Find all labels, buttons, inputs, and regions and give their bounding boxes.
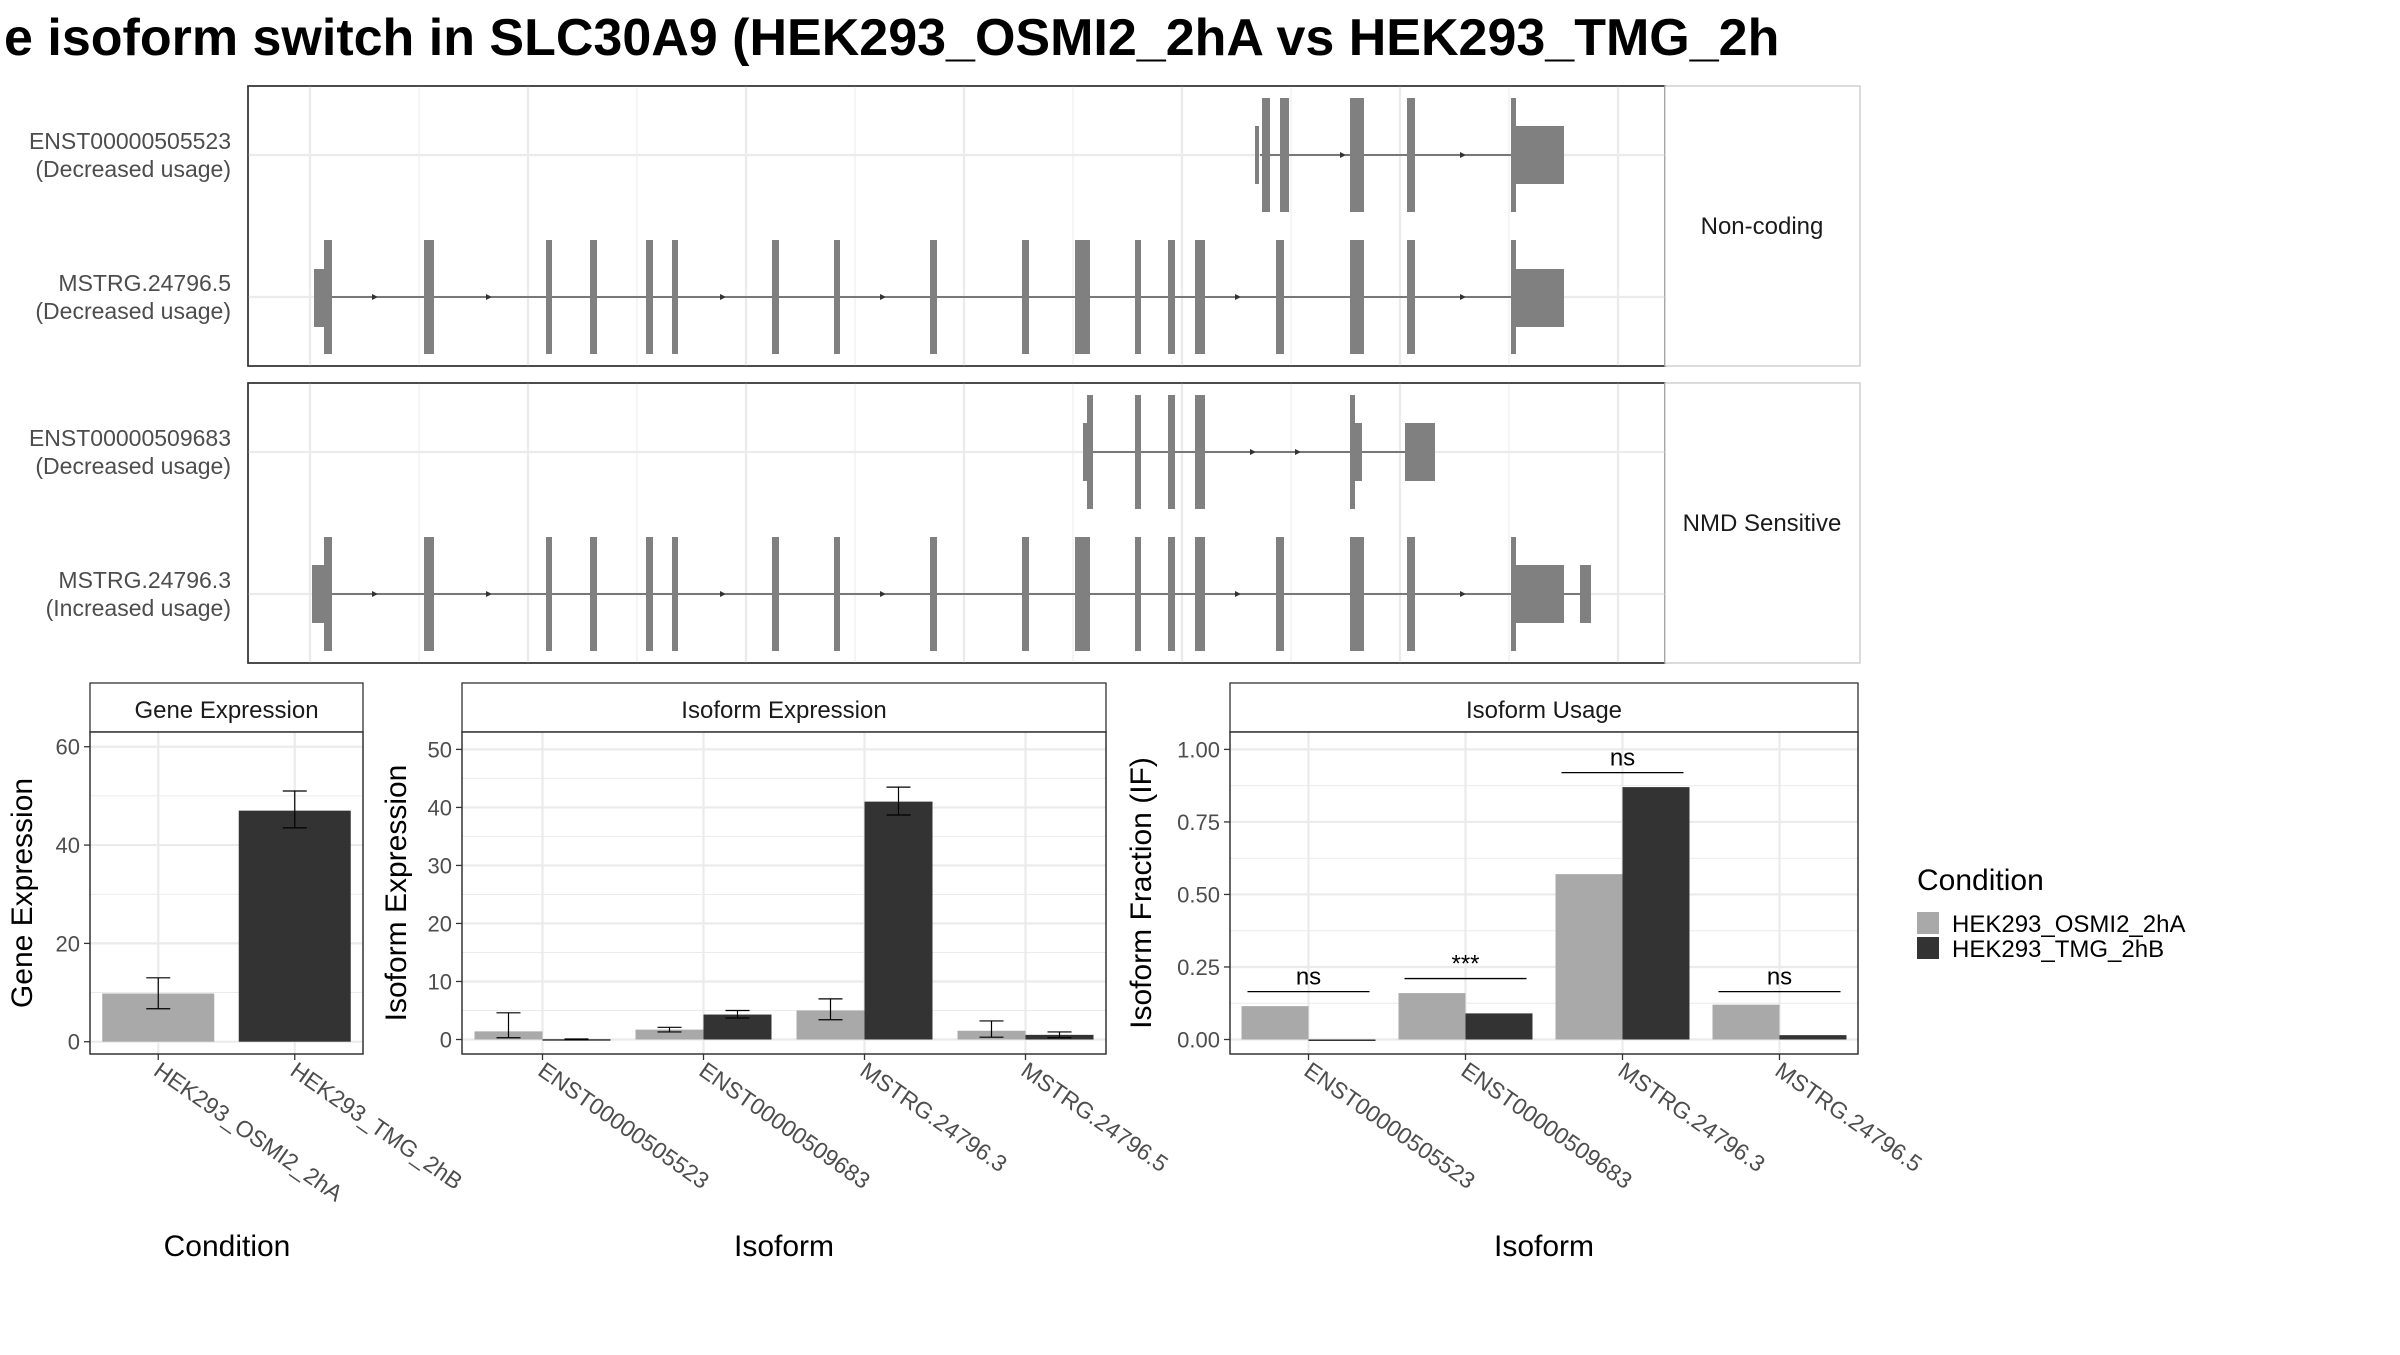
panel-strip-title: Gene Expression (134, 697, 318, 724)
x-tick-label: ENST00000509683 (1457, 1057, 1637, 1194)
usage-label-enst00000509683: (Decreased usage) (35, 453, 231, 479)
panel-strip-title: Isoform Usage (1466, 697, 1622, 724)
group-label-noncoding: Non-coding (1701, 213, 1824, 240)
panel-strip-title: Isoform Expression (681, 697, 886, 724)
legend-key-osmi (1917, 912, 1939, 934)
bar-tmg (1465, 1013, 1533, 1040)
y-tick-label: 0.00 (1177, 1027, 1220, 1052)
transcript-enst00000505523 (1255, 98, 1564, 212)
y-tick-label: 1.00 (1177, 737, 1220, 762)
gene-structure-panel-2 (247, 382, 1666, 664)
bar-tmg (864, 801, 933, 1040)
x-tick-label: ENST00000509683 (695, 1057, 875, 1194)
bar-tmg (1779, 1035, 1847, 1040)
panel-strip-noncoding: Non-coding (1664, 85, 1861, 367)
y-tick-label: 20 (56, 931, 80, 956)
transcript-mstrg-24796-3 (312, 537, 1591, 651)
y-tick-label: 20 (428, 911, 452, 936)
chart-2: Isoform Usage ns *** ns ns 0.00 0.25 0.50 0.75 1.… (1125, 682, 1927, 1263)
x-tick-label: ENST00000505523 (534, 1057, 714, 1194)
significance-label: *** (1451, 951, 1479, 978)
y-tick-label: 10 (428, 969, 452, 994)
y-axis-title: Isoform Fraction (IF) (1125, 757, 1158, 1029)
panel-strip-nmd: NMD Sensitive (1664, 382, 1861, 664)
significance-label: ns (1610, 745, 1635, 772)
figure-title: e isoform switch in SLC30A9 (HEK293_OSMI… (4, 9, 1779, 67)
isoform-label-mstrg-24796-3: MSTRG.24796.3 (58, 567, 231, 593)
x-tick-label: ENST00000505523 (1300, 1057, 1480, 1194)
y-tick-label: 50 (428, 737, 452, 762)
usage-label-mstrg-24796-3: (Increased usage) (46, 595, 231, 621)
bar-charts: Gene Expression0204060HEK293_OSMI2_2hAHE… (6, 682, 1927, 1263)
isoform-label-mstrg-24796-5: MSTRG.24796.5 (58, 270, 231, 296)
bar-osmi (1241, 1006, 1309, 1040)
y-axis-title: Isoform Expression (380, 765, 413, 1022)
isoform-label-enst00000509683: ENST00000509683 (29, 425, 231, 451)
x-axis-title: Isoform (734, 1230, 834, 1263)
y-tick-label: 40 (56, 833, 80, 858)
bar-tmg (1622, 787, 1690, 1040)
y-tick-label: 0 (440, 1027, 452, 1052)
panel-strip (461, 682, 1107, 733)
group-label-nmd: NMD Sensitive (1683, 510, 1842, 537)
y-tick-label: 0.25 (1177, 955, 1220, 980)
legend-key-tmg (1917, 937, 1939, 959)
significance-label: ns (1767, 964, 1792, 991)
isoform-label-enst00000505523: ENST00000505523 (29, 128, 231, 154)
significance-label: ns (1296, 964, 1321, 991)
x-tick-label: MSTRG.24796.3 (856, 1057, 1012, 1177)
panel-strip (1229, 682, 1859, 733)
bar-osmi (1398, 993, 1466, 1040)
y-tick-label: 0 (68, 1030, 80, 1055)
x-tick-label: MSTRG.24796.5 (1017, 1057, 1173, 1177)
chart-1: Isoform Expression 0 10 20 30 40 50 ENST0000050… (380, 682, 1173, 1263)
legend-label-osmi: HEK293_OSMI2_2hA (1952, 911, 2185, 938)
transcript-mstrg-24796-5 (314, 240, 1564, 354)
legend: Condition HEK293_OSMI2_2hA HEK293_TMG_2h… (1917, 864, 2185, 963)
x-tick-label: MSTRG.24796.5 (1771, 1057, 1927, 1177)
plot-frame (1229, 731, 1859, 1055)
y-tick-label: 60 (56, 735, 80, 760)
plot-frame (89, 731, 364, 1055)
bar-osmi (1712, 1004, 1780, 1040)
x-axis-title: Isoform (1494, 1230, 1594, 1263)
bar-tmg (238, 810, 351, 1042)
bar-tmg (703, 1014, 772, 1040)
usage-label-enst00000505523: (Decreased usage) (35, 156, 231, 182)
x-axis-title: Condition (164, 1230, 291, 1263)
gene-structure-panel-1 (247, 85, 1666, 367)
y-tick-label: 0.75 (1177, 810, 1220, 835)
plot-frame (461, 731, 1107, 1055)
legend-title: Condition (1917, 864, 2044, 897)
legend-label-tmg: HEK293_TMG_2hB (1952, 936, 2164, 963)
transcript-enst00000509683 (1083, 395, 1435, 509)
y-tick-label: 30 (428, 853, 452, 878)
usage-label-mstrg-24796-5: (Decreased usage) (35, 298, 231, 324)
y-axis-title: Gene Expression (6, 778, 39, 1008)
bar-tmg (1308, 1039, 1376, 1041)
bar-osmi (1555, 874, 1623, 1040)
bar-osmi (635, 1029, 704, 1040)
x-tick-label: MSTRG.24796.3 (1614, 1057, 1770, 1177)
y-tick-label: 0.50 (1177, 882, 1220, 907)
y-tick-label: 40 (428, 795, 452, 820)
plot-area (462, 732, 1106, 1054)
